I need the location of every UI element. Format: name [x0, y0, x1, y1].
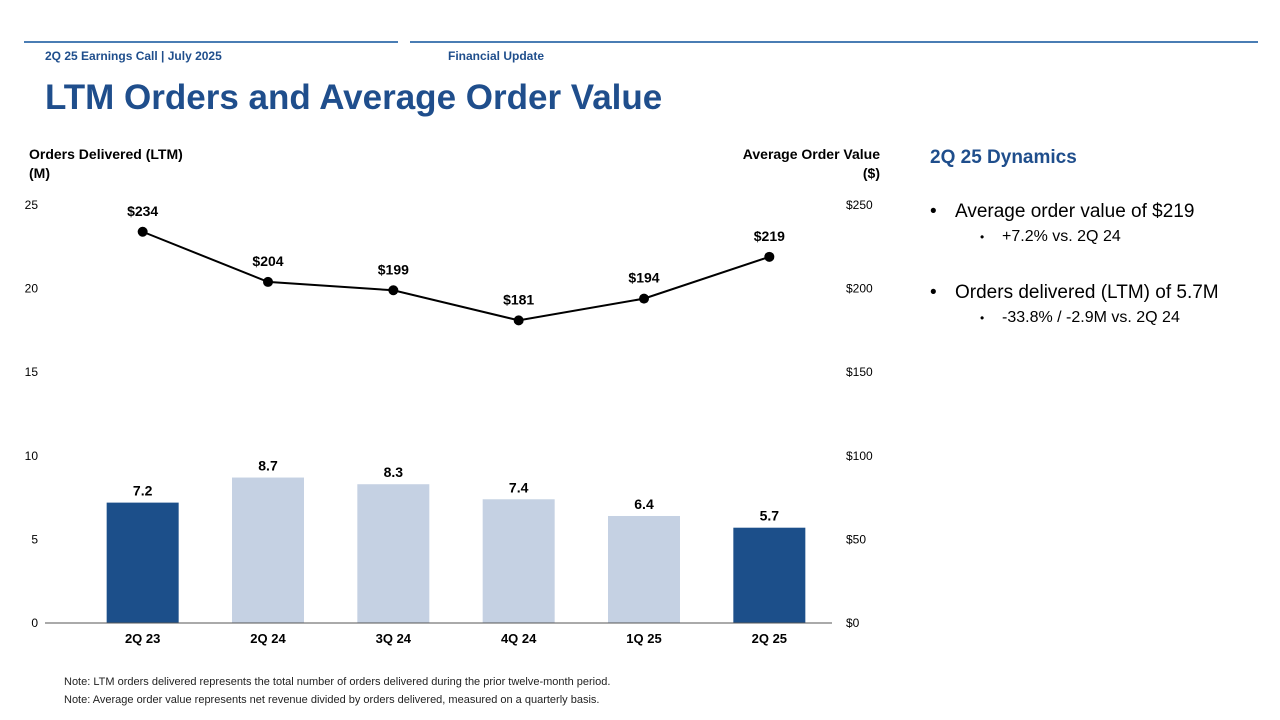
- bar-value-label: 8.3: [384, 464, 404, 480]
- bar-value-label: 5.7: [760, 508, 780, 524]
- aov-point: [263, 276, 273, 287]
- aov-value-label: $204: [252, 253, 283, 269]
- header-event: 2Q 25 Earnings Call | July 2025: [45, 49, 222, 63]
- category-labels: 2Q 23 2Q 24 3Q 24 4Q 24 1Q 25 2Q 25: [125, 631, 787, 646]
- left-tick-label: 25: [25, 198, 39, 212]
- category-label: 2Q 24: [250, 631, 286, 646]
- category-label: 4Q 24: [501, 631, 537, 646]
- right-tick-label: $50: [846, 532, 866, 546]
- header-rule-left: [24, 41, 398, 43]
- bar-2q-23: [106, 502, 179, 623]
- bullet-aov: • Average order value of $219: [930, 200, 1260, 223]
- sub-bullet-icon: •: [980, 230, 985, 244]
- left-axis-ticks: 0 5 10 15 20 25: [25, 198, 39, 630]
- bar-value-label: 8.7: [258, 458, 278, 474]
- aov-value-label: $199: [378, 261, 409, 277]
- bullet-icon: •: [930, 282, 937, 303]
- aov-point: [137, 226, 148, 237]
- category-label: 3Q 24: [376, 631, 412, 646]
- dynamics-group-orders: • Orders delivered (LTM) of 5.7M • -33.8…: [930, 281, 1260, 328]
- footnote-orders: Note: LTM orders delivered represents th…: [64, 676, 611, 688]
- aov-data-labels: $234 $204 $199 $181 $194 $219: [127, 203, 785, 308]
- aov-points: [137, 226, 775, 326]
- dynamics-list: • Average order value of $219 • +7.2% vs…: [930, 200, 1260, 362]
- aov-point: [639, 293, 649, 304]
- bar-2q-25: [733, 527, 806, 623]
- bar-data-labels: 7.2 8.7 8.3 7.4 6.4 5.7: [133, 458, 779, 524]
- bar-value-label: 6.4: [634, 496, 654, 512]
- aov-point: [388, 285, 399, 296]
- left-tick-label: 5: [31, 532, 38, 546]
- right-axis-title-line2: ($): [863, 165, 880, 181]
- bar-series: [106, 477, 806, 623]
- right-tick-label: $200: [846, 282, 873, 296]
- sub-bullet-aov-text: +7.2% vs. 2Q 24: [1002, 228, 1121, 245]
- right-tick-label: $150: [846, 365, 873, 379]
- aov-line: [142, 230, 770, 322]
- aov-point: [764, 251, 775, 262]
- page-title: LTM Orders and Average Order Value: [45, 78, 663, 117]
- right-tick-label: $0: [846, 616, 860, 630]
- dynamics-title: 2Q 25 Dynamics: [930, 147, 1077, 168]
- left-axis-title-line2: (M): [29, 165, 50, 181]
- header-rule-right: [410, 41, 1258, 43]
- right-axis-title-line1: Average Order Value: [743, 146, 880, 162]
- header-section: Financial Update: [448, 49, 545, 63]
- category-label: 2Q 23: [125, 631, 160, 646]
- sub-bullet-icon: •: [980, 311, 985, 325]
- left-tick-label: 0: [31, 616, 38, 630]
- footnote-aov: Note: Average order value represents net…: [64, 694, 600, 706]
- aov-value-label: $181: [503, 291, 534, 307]
- sub-bullet-aov: • +7.2% vs. 2Q 24: [930, 227, 1260, 247]
- category-label: 2Q 25: [752, 631, 787, 646]
- aov-point: [513, 315, 524, 326]
- aov-value-label: $219: [754, 228, 785, 244]
- left-tick-label: 20: [25, 282, 39, 296]
- sub-bullet-orders: • -33.8% / -2.9M vs. 2Q 24: [930, 308, 1260, 328]
- right-tick-label: $100: [846, 449, 873, 463]
- right-axis-ticks: $0 $50 $100 $150 $200 $250: [846, 198, 873, 630]
- bar-2q-24: [232, 477, 304, 623]
- axis-titles: Orders Delivered (LTM) (M) Average Order…: [29, 146, 880, 181]
- aov-value-label: $234: [127, 203, 158, 219]
- bar-4q-24: [482, 499, 555, 623]
- bullet-orders: • Orders delivered (LTM) of 5.7M: [930, 281, 1260, 304]
- left-tick-label: 15: [25, 365, 39, 379]
- footnotes: Note: LTM orders delivered represents th…: [64, 673, 610, 709]
- dynamics-group-aov: • Average order value of $219 • +7.2% vs…: [930, 200, 1260, 247]
- sub-bullet-orders-text: -33.8% / -2.9M vs. 2Q 24: [1002, 309, 1180, 326]
- right-tick-label: $250: [846, 198, 873, 212]
- bar-1q-25: [608, 515, 680, 623]
- combo-chart: Orders Delivered (LTM) (M) Average Order…: [25, 146, 881, 646]
- left-tick-label: 10: [25, 449, 39, 463]
- bullet-aov-text: Average order value of $219: [955, 201, 1195, 222]
- aov-value-label: $194: [628, 270, 659, 286]
- bullet-icon: •: [930, 201, 937, 222]
- left-axis-title-line1: Orders Delivered (LTM): [29, 146, 183, 162]
- category-label: 1Q 25: [626, 631, 661, 646]
- bar-value-label: 7.2: [133, 483, 153, 499]
- bar-value-label: 7.4: [509, 479, 529, 495]
- bar-3q-24: [357, 484, 430, 623]
- bullet-orders-text: Orders delivered (LTM) of 5.7M: [955, 282, 1219, 303]
